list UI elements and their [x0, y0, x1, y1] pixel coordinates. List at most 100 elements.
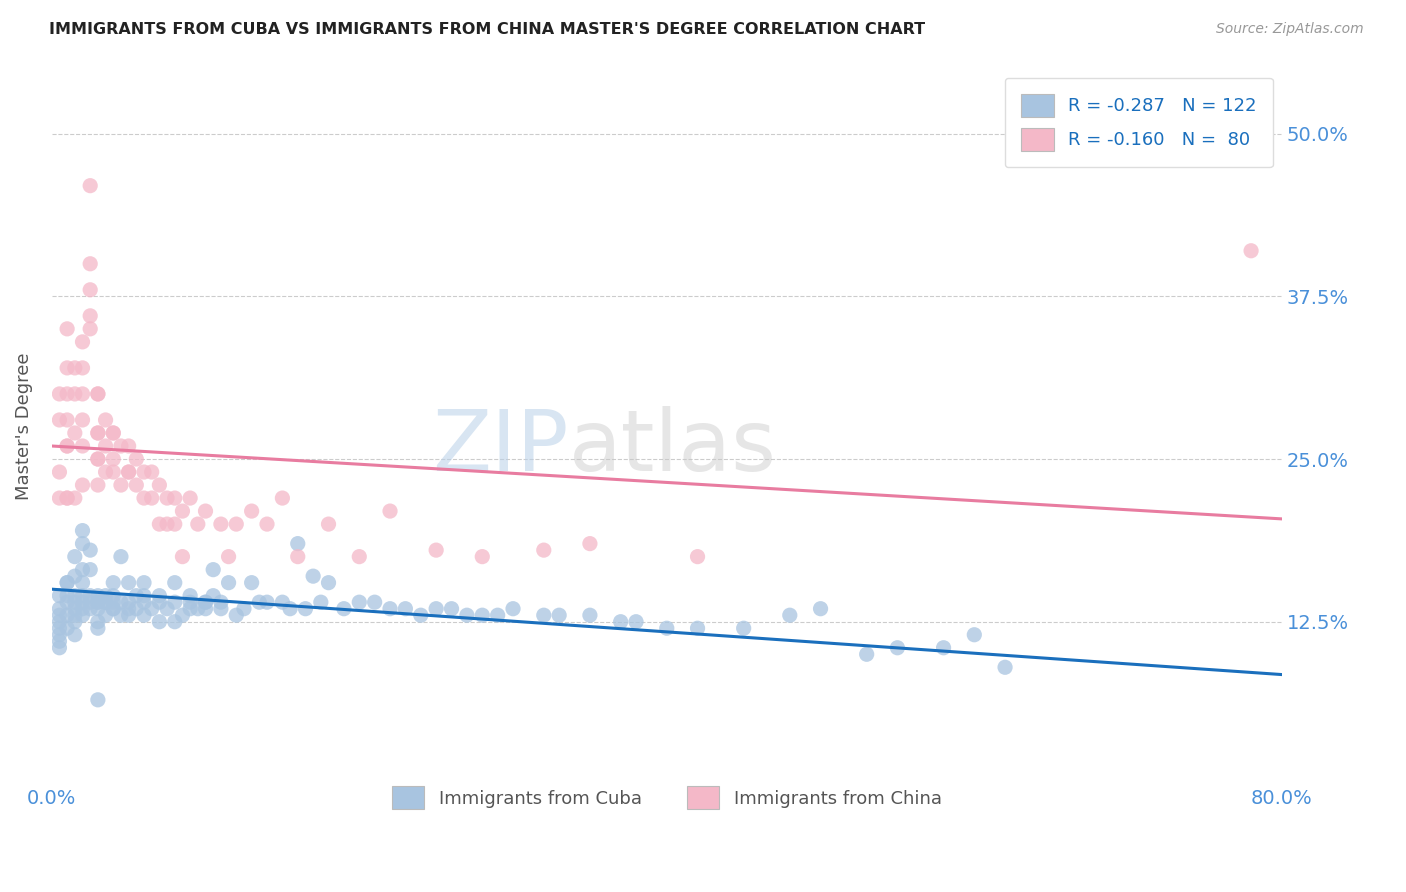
Point	[72, 478, 94, 492]
Point	[56, 595, 79, 609]
Point	[686, 621, 709, 635]
Point	[63, 569, 86, 583]
Point	[103, 575, 125, 590]
Point	[103, 452, 125, 467]
Point	[148, 478, 170, 492]
Point	[125, 589, 148, 603]
Point	[624, 615, 647, 629]
Point	[994, 660, 1017, 674]
Point	[79, 257, 101, 271]
Point	[378, 601, 401, 615]
Point	[87, 387, 110, 401]
Point	[103, 595, 125, 609]
Point	[87, 452, 110, 467]
Point	[172, 549, 194, 564]
Point	[87, 425, 110, 440]
Point	[148, 595, 170, 609]
Point	[72, 601, 94, 615]
Point	[72, 360, 94, 375]
Point	[502, 601, 524, 615]
Point	[156, 491, 179, 505]
Point	[48, 413, 70, 427]
Point	[309, 595, 332, 609]
Point	[94, 595, 117, 609]
Point	[378, 504, 401, 518]
Point	[132, 491, 155, 505]
Point	[48, 634, 70, 648]
Point	[194, 595, 217, 609]
Point	[56, 608, 79, 623]
Point	[579, 608, 602, 623]
Point	[48, 621, 70, 635]
Point	[141, 491, 163, 505]
Point	[533, 543, 555, 558]
Point	[56, 621, 79, 635]
Point	[163, 595, 186, 609]
Point	[48, 640, 70, 655]
Point	[87, 595, 110, 609]
Point	[72, 413, 94, 427]
Point	[886, 640, 908, 655]
Point	[72, 524, 94, 538]
Point	[533, 608, 555, 623]
Point	[318, 517, 340, 532]
Point	[125, 601, 148, 615]
Point	[156, 517, 179, 532]
Legend: Immigrants from Cuba, Immigrants from China: Immigrants from Cuba, Immigrants from Ch…	[375, 770, 957, 825]
Point	[247, 595, 270, 609]
Point	[79, 283, 101, 297]
Point	[132, 595, 155, 609]
Point	[56, 575, 79, 590]
Point	[655, 621, 678, 635]
Point	[125, 478, 148, 492]
Point	[218, 575, 240, 590]
Point	[79, 563, 101, 577]
Point	[87, 387, 110, 401]
Point	[179, 595, 201, 609]
Point	[194, 601, 217, 615]
Point	[72, 536, 94, 550]
Point	[79, 543, 101, 558]
Point	[486, 608, 509, 623]
Point	[56, 491, 79, 505]
Point	[56, 575, 79, 590]
Point	[287, 536, 309, 550]
Point	[194, 504, 217, 518]
Point	[302, 569, 325, 583]
Point	[125, 452, 148, 467]
Point	[103, 601, 125, 615]
Point	[72, 563, 94, 577]
Point	[56, 439, 79, 453]
Point	[318, 575, 340, 590]
Point	[456, 608, 478, 623]
Point	[87, 595, 110, 609]
Point	[132, 575, 155, 590]
Point	[256, 595, 278, 609]
Point	[225, 517, 247, 532]
Point	[609, 615, 631, 629]
Point	[810, 601, 832, 615]
Point	[187, 601, 209, 615]
Point	[79, 601, 101, 615]
Point	[103, 601, 125, 615]
Point	[471, 549, 494, 564]
Point	[56, 439, 79, 453]
Point	[94, 465, 117, 479]
Point	[132, 465, 155, 479]
Point	[63, 360, 86, 375]
Point	[287, 549, 309, 564]
Point	[163, 491, 186, 505]
Point	[194, 595, 217, 609]
Point	[94, 413, 117, 427]
Point	[686, 549, 709, 564]
Point	[233, 601, 256, 615]
Point	[117, 601, 139, 615]
Point	[425, 601, 447, 615]
Point	[117, 608, 139, 623]
Point	[117, 465, 139, 479]
Point	[148, 517, 170, 532]
Point	[63, 628, 86, 642]
Text: ZIP: ZIP	[432, 407, 568, 490]
Point	[48, 491, 70, 505]
Point	[394, 601, 416, 615]
